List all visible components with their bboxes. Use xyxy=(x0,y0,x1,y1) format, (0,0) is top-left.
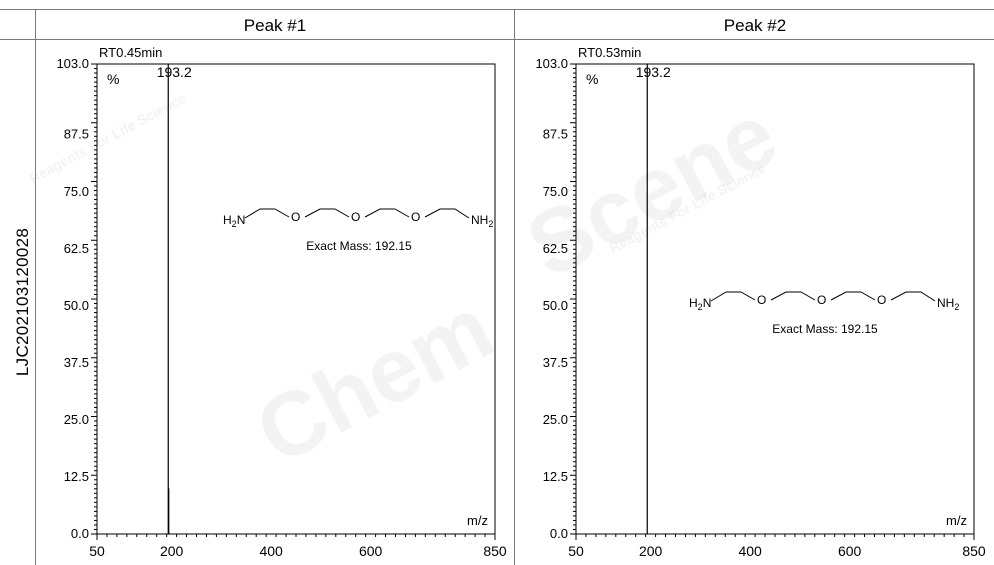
c1-exact-mass: Exact Mass: 192.15 xyxy=(306,239,412,253)
c1-x-tick-label: 200 xyxy=(160,543,184,559)
mass-spectrum-peak1: 0.0 12.5 25.0 37.5 50.0 62.5 75.0 87.5 103.0 50 20… xyxy=(56,45,507,559)
table-header-divider xyxy=(0,39,994,40)
mass-spectrum-peak2: 0.0 12.5 25.0 37.5 50.0 62.5 75.0 87.5 103.0 50 20… xyxy=(535,45,986,559)
c2-y-tick-label: 87.5 xyxy=(543,127,568,142)
c2-y-tick-label: 25.0 xyxy=(543,412,568,427)
c1-chemical-structure: H2N O O O NH2 Exact Mass: 192.15 xyxy=(223,208,493,253)
c2-y-tick-label: 62.5 xyxy=(543,241,568,256)
c1-y-tick-label: 103.0 xyxy=(56,56,89,71)
c2-oxygen-1: O xyxy=(757,293,766,307)
c2-plot-frame xyxy=(575,63,975,535)
table-border-top xyxy=(0,9,994,10)
c2-oxygen-3: O xyxy=(877,293,886,307)
c1-amine-left: H2N xyxy=(223,213,245,229)
c1-carbon-chain xyxy=(244,208,470,219)
c1-amine-right: NH2 xyxy=(471,213,493,229)
c1-peak-label: 193.2 xyxy=(157,64,192,80)
c2-y-tick-label: 50.0 xyxy=(543,298,568,313)
c2-y-unit-label: % xyxy=(586,71,598,87)
c2-x-tick-label: 850 xyxy=(962,543,986,559)
c1-y-tick-label: 25.0 xyxy=(64,412,89,427)
c1-x-tick-label: 850 xyxy=(483,543,507,559)
c1-y-tick-label: 62.5 xyxy=(64,241,89,256)
c1-oxygen-2: O xyxy=(351,210,360,224)
c1-x-tick-label: 400 xyxy=(259,543,283,559)
peak1-header: Peak #1 xyxy=(243,16,307,35)
c2-retention-time: RT0.53min xyxy=(578,45,641,60)
c1-y-tick-label: 87.5 xyxy=(64,127,89,142)
c2-y-tick-label: 0.0 xyxy=(550,526,568,541)
c1-y-tick-label: 0.0 xyxy=(71,526,89,541)
c2-x-tick-label: 200 xyxy=(639,543,663,559)
c2-y-tick-label: 37.5 xyxy=(543,355,568,370)
c1-x-axis-label: m/z xyxy=(467,513,488,528)
c1-oxygen-1: O xyxy=(291,210,300,224)
c2-peak-label: 193.2 xyxy=(636,64,671,80)
c2-x-tick-label: 400 xyxy=(738,543,762,559)
c1-y-unit-label: % xyxy=(107,71,119,87)
c2-exact-mass: Exact Mass: 192.15 xyxy=(772,322,878,336)
peak2-header: Peak #2 xyxy=(723,16,787,35)
c2-chemical-structure: H2N O O O NH2 Exact Mass: 192.15 xyxy=(689,291,959,336)
c2-y-tick-label: 75.0 xyxy=(543,184,568,199)
c1-x-tick-label: 50 xyxy=(89,543,105,559)
table-col-divider-mid xyxy=(514,9,515,565)
c1-y-tick-label: 37.5 xyxy=(64,355,89,370)
c1-plot-frame xyxy=(96,63,496,535)
c2-y-tick-label: 12.5 xyxy=(543,469,568,484)
table-col-divider-left xyxy=(35,9,36,565)
c2-x-tick-label: 50 xyxy=(568,543,584,559)
c2-amine-left: H2N xyxy=(689,296,711,312)
c1-y-tick-label: 75.0 xyxy=(64,184,89,199)
c1-y-tick-label: 12.5 xyxy=(64,469,89,484)
c2-y-tick-label: 103.0 xyxy=(535,56,568,71)
c1-oxygen-3: O xyxy=(411,210,420,224)
c2-carbon-chain xyxy=(710,291,936,302)
c2-x-tick-label: 600 xyxy=(838,543,862,559)
sample-id-label: LJC202103120028 xyxy=(13,227,32,377)
c1-y-tick-label: 50.0 xyxy=(64,298,89,313)
c2-x-axis-label: m/z xyxy=(946,513,967,528)
c2-oxygen-2: O xyxy=(817,293,826,307)
c1-x-tick-label: 600 xyxy=(359,543,383,559)
c2-amine-right: NH2 xyxy=(937,296,959,312)
c1-retention-time: RT0.45min xyxy=(99,45,162,60)
